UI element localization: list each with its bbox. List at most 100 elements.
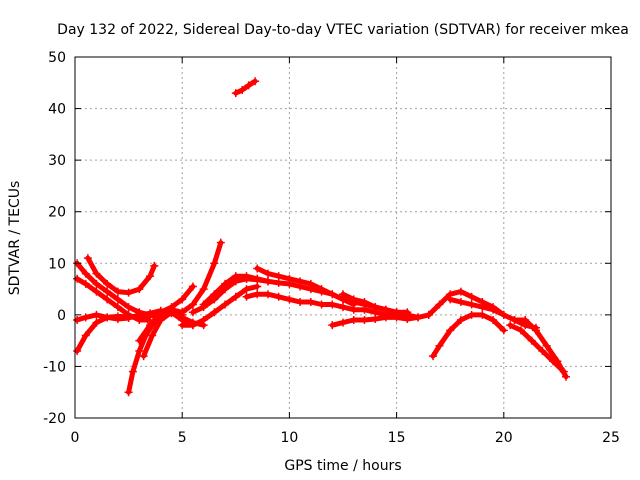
- grid-lines: [75, 57, 611, 418]
- data-point: [274, 292, 283, 301]
- series-line: [179, 284, 260, 328]
- series-track-9: [178, 282, 262, 330]
- data-point: [139, 352, 148, 361]
- data-point: [467, 292, 476, 301]
- data-point: [221, 300, 230, 309]
- data-point: [263, 269, 272, 278]
- data-point: [253, 275, 262, 284]
- data-point: [446, 326, 455, 335]
- data-point: [146, 321, 155, 330]
- data-point: [339, 303, 347, 312]
- y-tick-label: -10: [43, 359, 66, 375]
- data-point: [210, 308, 219, 317]
- data-point: [231, 292, 240, 301]
- data-point: [188, 308, 197, 317]
- data-point: [81, 331, 90, 340]
- data-point: [92, 310, 101, 319]
- data-point: [521, 316, 530, 325]
- data-point: [199, 316, 208, 325]
- series-track-22: [231, 77, 260, 98]
- data-point: [263, 290, 272, 299]
- data-point: [531, 326, 540, 335]
- data-point: [456, 316, 465, 325]
- data-point: [231, 272, 240, 281]
- data-point: [274, 272, 283, 281]
- data-point: [489, 305, 498, 314]
- series-track-15: [328, 310, 433, 330]
- data-point: [403, 314, 412, 323]
- data-point: [285, 295, 294, 304]
- data-point: [403, 308, 412, 317]
- data-point: [81, 279, 90, 288]
- data-point: [150, 261, 159, 270]
- data-point: [253, 264, 262, 273]
- data-point: [561, 372, 570, 381]
- data-point: [360, 305, 369, 314]
- data-point: [296, 277, 305, 286]
- data-point: [242, 274, 251, 283]
- data-point: [81, 313, 90, 322]
- chart-title: Day 132 of 2022, Sidereal Day-to-day VTE…: [57, 22, 629, 38]
- x-tick-label: 20: [495, 430, 513, 446]
- data-point: [210, 259, 219, 268]
- data-point: [339, 290, 347, 299]
- data-point: [381, 305, 390, 314]
- data-point: [81, 269, 90, 278]
- data-point: [467, 300, 476, 309]
- data-point: [328, 300, 337, 309]
- data-point: [92, 279, 101, 288]
- data-point: [317, 285, 326, 294]
- data-point: [253, 290, 262, 299]
- data-point: [135, 285, 144, 294]
- data-point: [306, 297, 315, 306]
- data-point: [178, 308, 187, 317]
- data-point: [435, 341, 444, 350]
- data-point: [381, 313, 390, 322]
- data-point: [478, 303, 487, 312]
- data-point: [199, 285, 208, 294]
- data-point: [516, 326, 525, 335]
- data-point: [317, 300, 326, 309]
- x-tick-label: 5: [178, 430, 187, 446]
- data-point: [124, 288, 133, 297]
- series-group: [73, 77, 570, 397]
- data-point: [263, 277, 272, 286]
- data-point: [128, 367, 137, 376]
- x-tick-label: 10: [280, 430, 298, 446]
- data-point: [124, 388, 133, 397]
- tick-labels: 0 5 10 15 20 25 -20 -10 0 10 20 30 40 50: [43, 50, 620, 446]
- plot-frame: [74, 56, 612, 419]
- data-point: [349, 305, 358, 314]
- data-point: [506, 321, 515, 330]
- data-point: [489, 316, 498, 325]
- data-point: [135, 346, 144, 355]
- series-line: [244, 291, 410, 318]
- data-point: [478, 310, 487, 319]
- data-point: [178, 295, 187, 304]
- data-point: [216, 238, 225, 247]
- y-tick-label: 0: [57, 308, 66, 324]
- data-point: [188, 282, 197, 291]
- data-point: [446, 295, 455, 304]
- data-point: [429, 352, 438, 361]
- data-point: [135, 336, 144, 345]
- x-tick-label: 0: [71, 430, 80, 446]
- data-point: [414, 313, 423, 322]
- x-axis-label: GPS time / hours: [284, 458, 401, 474]
- data-point: [221, 279, 230, 288]
- data-point: [156, 316, 165, 325]
- series-track-8: [135, 282, 197, 345]
- data-point: [73, 346, 82, 355]
- series-track-16: [339, 290, 412, 317]
- series-line: [85, 255, 157, 296]
- data-point: [435, 300, 444, 309]
- data-point: [456, 297, 465, 306]
- series-line: [426, 289, 507, 318]
- x-tick-label: 25: [602, 430, 620, 446]
- data-point: [103, 279, 112, 288]
- y-tick-label: 40: [48, 102, 66, 118]
- data-point: [285, 274, 294, 283]
- data-point: [349, 316, 358, 325]
- data-point: [328, 321, 337, 330]
